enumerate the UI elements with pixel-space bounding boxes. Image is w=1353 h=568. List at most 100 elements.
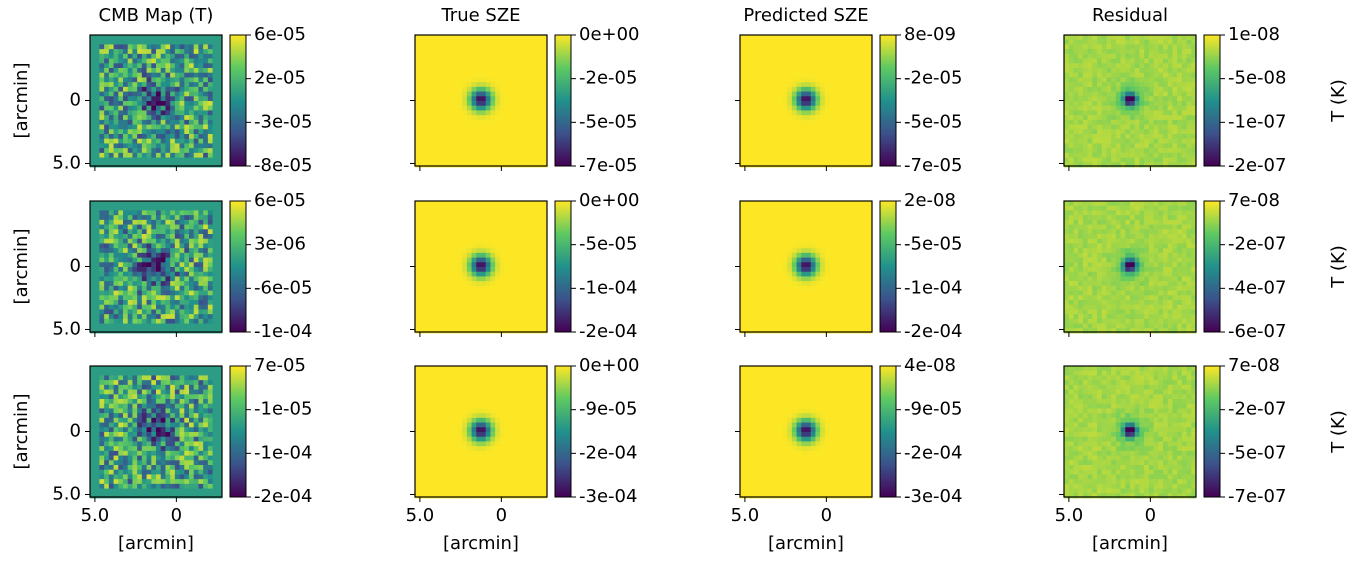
- pixel: [1073, 44, 1079, 50]
- pixel: [203, 72, 209, 78]
- pixel: [749, 215, 755, 221]
- pixel: [490, 110, 496, 116]
- pixel: [108, 318, 114, 324]
- pixel: [108, 134, 114, 140]
- pixel: [1073, 124, 1079, 130]
- pixel: [749, 49, 755, 55]
- pixel: [504, 68, 510, 74]
- pixel: [424, 58, 430, 64]
- pixel: [179, 304, 185, 310]
- pixel: [94, 86, 100, 92]
- pixel: [810, 215, 816, 221]
- pixel: [499, 119, 505, 125]
- pixel: [466, 300, 472, 306]
- pixel: [203, 35, 209, 41]
- pixel: [1125, 72, 1131, 78]
- pixel: [1130, 39, 1136, 45]
- pixel: [528, 101, 534, 107]
- pixel: [1144, 134, 1150, 140]
- pixel: [1148, 115, 1154, 121]
- pixel: [744, 201, 750, 207]
- pixel: [542, 129, 548, 135]
- pixel: [1082, 162, 1088, 168]
- pixel: [415, 295, 421, 301]
- pixel: [504, 96, 510, 102]
- pixel: [490, 68, 496, 74]
- pixel: [419, 295, 425, 301]
- pixel: [518, 96, 524, 102]
- pixel: [768, 134, 774, 140]
- pixel: [198, 304, 204, 310]
- pixel: [1181, 53, 1187, 59]
- pixel: [1120, 91, 1126, 97]
- pixel: [532, 44, 538, 50]
- pixel: [108, 210, 114, 216]
- pixel: [419, 58, 425, 64]
- pixel: [490, 238, 496, 244]
- pixel: [777, 35, 783, 41]
- pixel: [857, 152, 863, 158]
- pixel: [1139, 82, 1145, 88]
- pixel: [1078, 53, 1084, 59]
- pixel: [438, 39, 444, 45]
- pixel: [466, 210, 472, 216]
- pixel: [820, 157, 826, 163]
- pixel: [443, 224, 449, 230]
- pixel: [485, 49, 491, 55]
- pixel: [1068, 53, 1074, 59]
- colorbar: [879, 34, 897, 167]
- pixel: [123, 115, 129, 121]
- pixel: [537, 162, 543, 168]
- pixel: [457, 86, 463, 92]
- pixel: [415, 157, 421, 163]
- pixel: [1078, 129, 1084, 135]
- pixel: [189, 229, 195, 235]
- pixel: [514, 39, 520, 45]
- pixel: [193, 201, 199, 207]
- pixel: [509, 309, 515, 315]
- pixel: [217, 276, 223, 282]
- pixel: [448, 295, 454, 301]
- pixel: [834, 124, 840, 130]
- panel-title: CMB Map (T): [99, 5, 214, 26]
- pixel: [490, 39, 496, 45]
- pixel: [754, 68, 760, 74]
- pixel: [160, 124, 166, 130]
- pixel: [481, 148, 487, 154]
- pixel: [94, 229, 100, 235]
- pixel: [801, 96, 807, 102]
- pixel: [857, 119, 863, 125]
- pixel: [532, 96, 538, 102]
- pixel: [184, 328, 190, 334]
- pixel: [184, 267, 190, 273]
- pixel: [193, 119, 199, 125]
- pixel: [758, 91, 764, 97]
- pixel: [108, 148, 114, 154]
- pixel: [777, 63, 783, 69]
- pixel: [1064, 138, 1070, 144]
- pixel: [207, 276, 213, 282]
- pixel: [528, 290, 534, 296]
- pixel: [476, 219, 482, 225]
- pixel: [796, 124, 802, 130]
- pixel: [499, 91, 505, 97]
- colorbar-label: T (K): [1328, 79, 1349, 123]
- pixel: [537, 219, 543, 225]
- pixel: [1068, 86, 1074, 92]
- pixel: [151, 295, 157, 301]
- pixel: [1181, 63, 1187, 69]
- pixel: [1191, 134, 1197, 140]
- pixel: [113, 152, 119, 158]
- pixel: [170, 295, 176, 301]
- pixel: [1191, 53, 1197, 59]
- pixel: [184, 68, 190, 74]
- pixel: [1101, 39, 1107, 45]
- pixel: [429, 238, 435, 244]
- pixel: [528, 129, 534, 135]
- pixel: [768, 91, 774, 97]
- pixel: [212, 243, 218, 249]
- pixel: [433, 124, 439, 130]
- pixel: [740, 53, 746, 59]
- pixel: [170, 77, 176, 83]
- pixel: [542, 44, 548, 50]
